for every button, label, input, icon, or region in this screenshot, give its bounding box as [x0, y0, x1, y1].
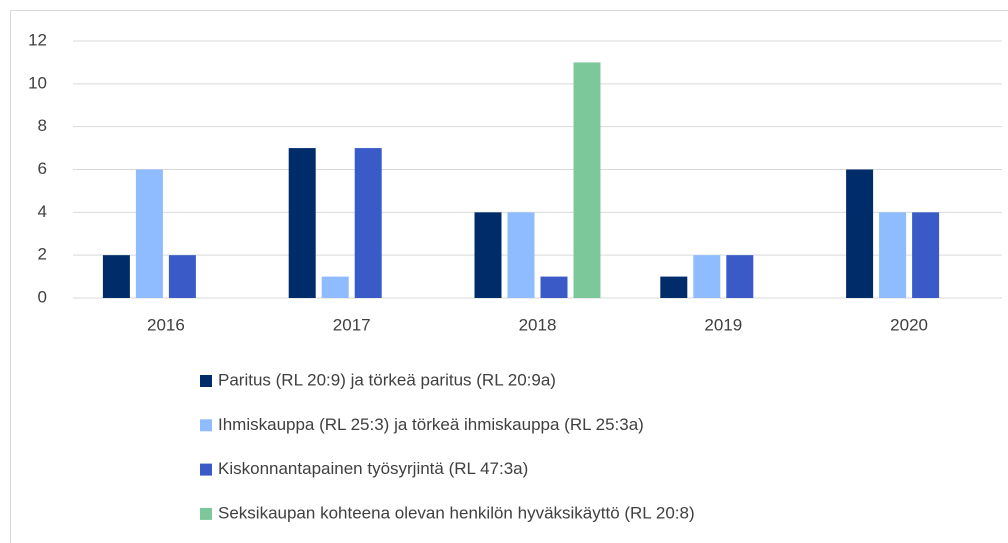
bar	[846, 169, 874, 298]
y-tick-label: 8	[38, 116, 47, 135]
bar	[879, 212, 907, 298]
legend-swatch	[200, 507, 212, 520]
bar	[573, 62, 601, 298]
bar	[474, 212, 502, 298]
x-tick-label: 2020	[890, 315, 928, 334]
bar	[135, 169, 163, 298]
chart-frame	[10, 10, 1008, 543]
y-tick-label: 6	[38, 159, 47, 178]
bar	[102, 255, 130, 298]
legend-label: Ihmiskauppa (RL 25:3) ja törkeä ihmiskau…	[218, 415, 644, 434]
y-tick-label: 0	[38, 287, 47, 306]
bar	[354, 148, 382, 298]
y-tick-label: 12	[28, 30, 47, 49]
bar	[288, 148, 316, 298]
x-tick-label: 2016	[147, 315, 185, 334]
legend-swatch	[200, 375, 212, 387]
bar	[540, 276, 568, 298]
y-tick-label: 10	[28, 73, 47, 92]
bar	[507, 212, 535, 298]
bar	[912, 212, 940, 298]
legend-label: Seksikaupan kohteena olevan henkilön hyv…	[218, 503, 695, 522]
y-tick-label: 2	[38, 245, 47, 264]
x-tick-label: 2019	[704, 315, 742, 334]
bar	[168, 255, 196, 298]
bar	[321, 276, 349, 298]
x-tick-label: 2018	[519, 315, 557, 334]
bar	[660, 276, 688, 298]
legend-label: Paritus (RL 20:9) ja törkeä paritus (RL …	[218, 370, 556, 389]
legend-swatch	[200, 419, 212, 432]
legend-swatch	[200, 463, 212, 476]
bar	[726, 255, 754, 298]
x-tick-label: 2017	[333, 315, 371, 334]
y-tick-label: 4	[38, 202, 47, 221]
legend-label: Kiskonnantapainen työsyrjintä (RL 47:3a)	[218, 459, 528, 478]
bar	[693, 255, 721, 298]
